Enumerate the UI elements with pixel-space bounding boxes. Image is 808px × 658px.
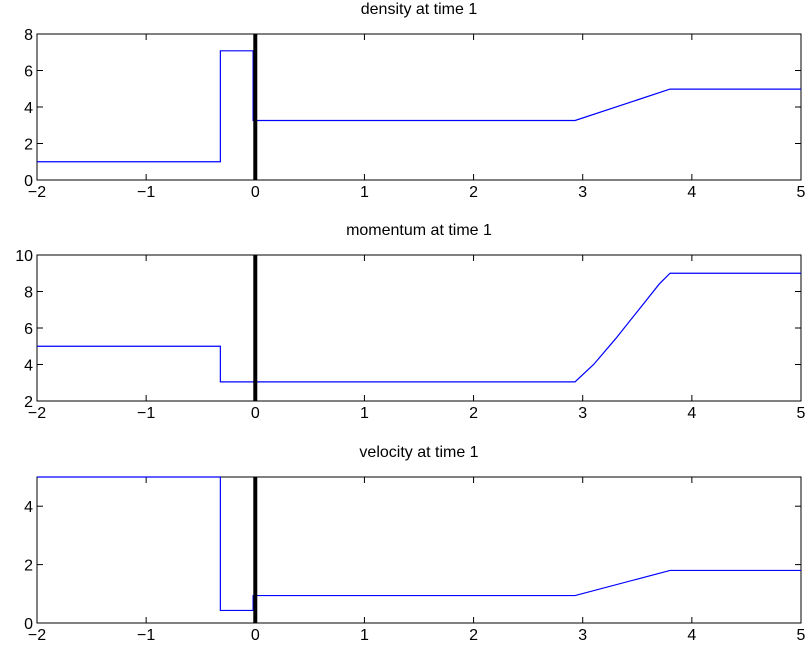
y-tick-label: 10: [15, 248, 33, 265]
subplot-1: −2 −1 0 1 2 3 4 5 0 2 4 6 8 density at time 1: [24, 1, 805, 201]
y-tick-label: 2: [24, 137, 33, 154]
x-tick-label: 2: [469, 405, 478, 422]
series-line: [37, 476, 801, 612]
x-tick-label: 5: [797, 627, 806, 644]
x-tick-label: 4: [687, 405, 696, 422]
x-tick-label: 3: [578, 184, 587, 201]
y-tick-label: 2: [24, 394, 33, 411]
x-tick-label: 0: [251, 627, 260, 644]
chart-title: momentum at time 1: [346, 222, 492, 239]
chart-title: density at time 1: [361, 1, 478, 18]
x-tick-label: 2: [469, 627, 478, 644]
x-tick-label: −2: [28, 184, 46, 201]
axes-box: [36, 476, 802, 624]
axes-box: [36, 254, 802, 402]
x-tick-label: 0: [251, 405, 260, 422]
series-line: [37, 50, 801, 163]
axes-box: [36, 33, 802, 181]
x-tick-label: 2: [469, 184, 478, 201]
x-tick-label: 1: [360, 184, 369, 201]
subplot-2: −2 −1 0 1 2 3 4 5 2 4 6 8 10 momentum at time 1: [15, 222, 805, 422]
x-tick-label: 1: [360, 405, 369, 422]
x-tick-label: −2: [28, 627, 46, 644]
y-tick-label: 8: [24, 285, 33, 302]
y-tick-label: 8: [24, 27, 33, 44]
x-tick-label: 1: [360, 627, 369, 644]
y-tick-label: 4: [24, 358, 33, 375]
series-line: [37, 272, 801, 383]
chart-title: velocity at time 1: [359, 444, 478, 461]
y-tick-label: 6: [24, 321, 33, 338]
y-tick-label: 0: [24, 616, 33, 633]
y-tick-label: 4: [24, 100, 33, 117]
x-tick-label: 5: [797, 405, 806, 422]
x-tick-label: −1: [137, 405, 155, 422]
x-tick-label: −1: [137, 627, 155, 644]
subplot-3: −2 −1 0 1 2 3 4 5 0 2 4 velocity at time 1: [24, 444, 805, 644]
x-tick-label: 3: [578, 405, 587, 422]
y-tick-label: 0: [24, 173, 33, 190]
x-tick-label: 4: [687, 184, 696, 201]
y-tick-label: 4: [24, 499, 33, 516]
y-tick-label: 6: [24, 64, 33, 81]
x-tick-label: 4: [687, 627, 696, 644]
x-tick-label: 0: [251, 184, 260, 201]
x-tick-label: 3: [578, 627, 587, 644]
x-tick-label: −2: [28, 405, 46, 422]
y-tick-label: 2: [24, 558, 33, 575]
x-tick-label: −1: [137, 184, 155, 201]
x-tick-label: 5: [797, 184, 806, 201]
